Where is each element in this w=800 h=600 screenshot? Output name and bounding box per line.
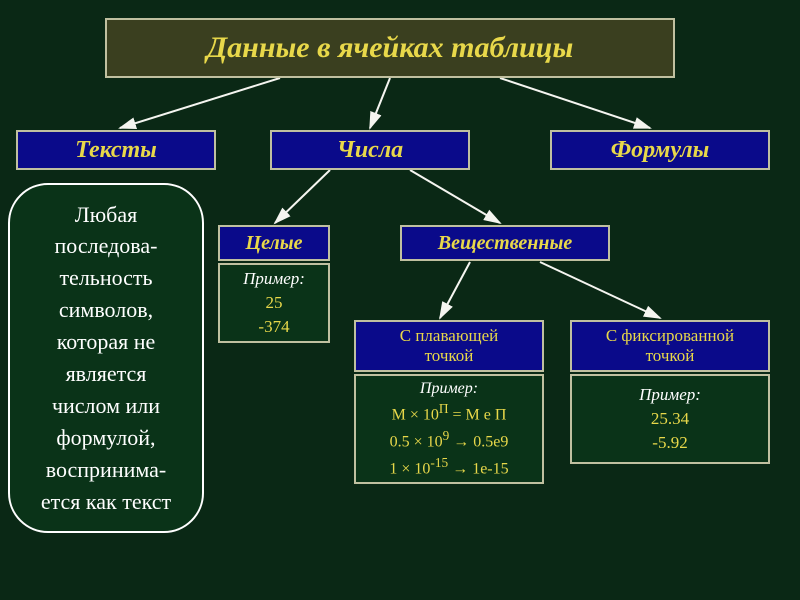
texts-description: Любаяпоследова-тельностьсимволов,которая… xyxy=(8,183,204,533)
texts-desc-line: ется как текст xyxy=(41,486,171,518)
integers-box: Целые xyxy=(218,225,330,261)
float-example: Пример:М × 10П = М е П0.5 × 109 → 0.5е91… xyxy=(354,374,544,484)
texts-label: Тексты xyxy=(75,137,157,164)
example-value: 25.34 xyxy=(651,407,689,431)
example-value: 0.5 × 109 → 0.5е9 xyxy=(390,427,509,454)
example-value: М × 10П = М е П xyxy=(392,400,507,427)
texts-desc-line: Любая xyxy=(75,199,137,231)
example-value: -374 xyxy=(258,315,289,339)
real-box: Вещественные xyxy=(400,225,610,261)
texts-desc-line: тельность xyxy=(59,262,152,294)
integers-example: Пример:25-374 xyxy=(218,263,330,343)
float-header-line: С плавающей xyxy=(400,326,499,346)
root-title-box: Данные в ячейках таблицы xyxy=(105,18,675,78)
numbers-label: Числа xyxy=(337,137,403,164)
example-label: Пример: xyxy=(243,267,305,291)
example-value: 1 × 10-15 → 1e-15 xyxy=(389,454,508,481)
texts-desc-line: воспринима- xyxy=(46,454,167,486)
texts-desc-line: символов, xyxy=(59,294,153,326)
integers-label: Целые xyxy=(246,232,303,255)
texts-desc-line: последова- xyxy=(55,230,158,262)
float-box: С плавающейточкой xyxy=(354,320,544,372)
texts-desc-line: является xyxy=(66,358,147,390)
texts-desc-line: формулой, xyxy=(56,422,155,454)
fixed-box: С фиксированнойточкой xyxy=(570,320,770,372)
fixed-example: Пример:25.34-5.92 xyxy=(570,374,770,464)
formulas-label: Формулы xyxy=(611,137,710,164)
example-label: Пример: xyxy=(420,378,478,400)
example-value: -5.92 xyxy=(652,431,687,455)
float-header-line: точкой xyxy=(425,346,474,366)
numbers-box: Числа xyxy=(270,130,470,170)
real-label: Вещественные xyxy=(438,232,572,255)
example-label: Пример: xyxy=(639,383,701,407)
formulas-box: Формулы xyxy=(550,130,770,170)
texts-box: Тексты xyxy=(16,130,216,170)
fixed-header-line: С фиксированной xyxy=(606,326,734,346)
texts-desc-line: числом или xyxy=(52,390,160,422)
root-title: Данные в ячейках таблицы xyxy=(207,31,574,65)
example-value: 25 xyxy=(266,291,283,315)
texts-desc-line: которая не xyxy=(57,326,156,358)
fixed-header-line: точкой xyxy=(646,346,695,366)
